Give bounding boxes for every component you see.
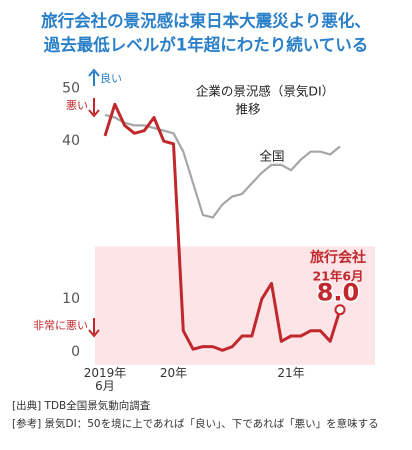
y-tick-label: 10	[62, 291, 80, 307]
x-tick-label: 2019年 6月	[83, 366, 127, 393]
source: [参考] 景気DI：50を境に上であれば「良い」、下であれば「悪い」を意味する	[12, 417, 379, 430]
series-label: 全国	[259, 149, 284, 164]
value-label: 8.0	[317, 279, 360, 307]
arrow	[88, 68, 100, 77]
annotation: 非常に悪い	[33, 319, 88, 332]
arrow	[88, 329, 100, 338]
chart-label: 企業の景況感（景気DI）	[196, 84, 334, 99]
title-line: 旅行会社の景況感は東日本大震災より悪化、	[41, 11, 371, 31]
y-tick-label: 0	[71, 344, 80, 360]
point-marker	[334, 304, 346, 316]
highlight-label: 21年6月	[312, 269, 363, 284]
annotation: 良い	[100, 71, 122, 85]
arrow	[88, 109, 100, 118]
title-line: 過去最低レベルが1年超にわたり続いている	[44, 35, 369, 55]
series-label: 旅行会社	[310, 249, 366, 266]
source: [出典] TDB全国景気動向調査	[12, 399, 151, 412]
annotation: 悪い	[66, 99, 88, 112]
x-tick-label: 21年	[277, 366, 305, 380]
x-tick-label: 20年	[159, 366, 188, 380]
chart-label: 推移	[235, 102, 260, 117]
y-tick-label: 50	[62, 81, 80, 97]
y-tick-label: 40	[62, 133, 80, 149]
series-line	[103, 102, 342, 352]
series-line	[104, 113, 341, 219]
